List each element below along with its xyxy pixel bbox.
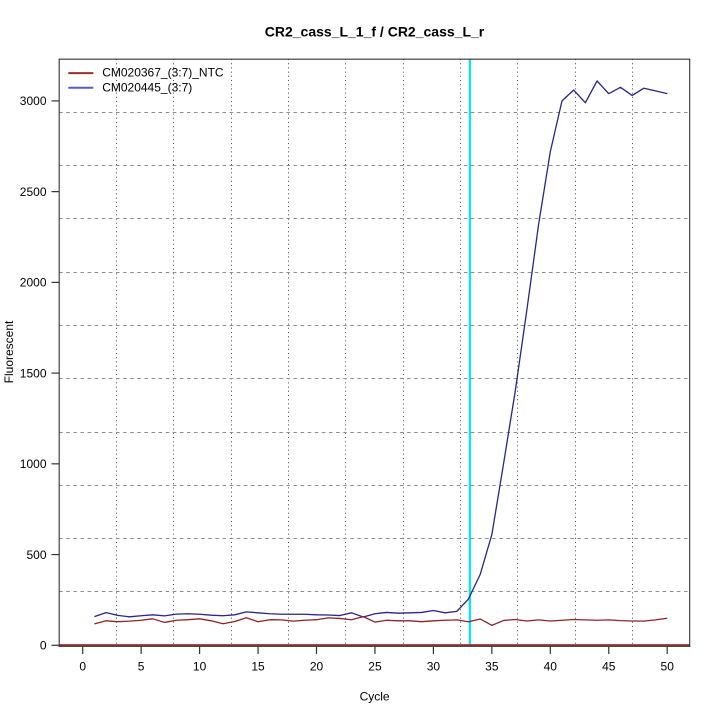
- svg-text:5: 5: [138, 660, 145, 674]
- svg-text:45: 45: [602, 660, 616, 674]
- svg-text:Cycle: Cycle: [360, 690, 390, 704]
- svg-text:0: 0: [40, 639, 47, 653]
- svg-text:1000: 1000: [20, 457, 47, 471]
- svg-text:30: 30: [427, 660, 441, 674]
- svg-text:2000: 2000: [20, 276, 47, 290]
- svg-text:15: 15: [251, 660, 265, 674]
- svg-text:10: 10: [193, 660, 207, 674]
- svg-text:0: 0: [79, 660, 86, 674]
- svg-text:500: 500: [26, 548, 46, 562]
- svg-text:35: 35: [485, 660, 499, 674]
- svg-text:CM020445_(3:7): CM020445_(3:7): [102, 80, 192, 94]
- svg-text:3000: 3000: [20, 94, 47, 108]
- svg-text:25: 25: [368, 660, 382, 674]
- svg-text:1500: 1500: [20, 366, 47, 380]
- svg-text:40: 40: [544, 660, 558, 674]
- svg-text:Fluorescent: Fluorescent: [2, 320, 16, 383]
- svg-text:2500: 2500: [20, 185, 47, 199]
- svg-text:20: 20: [310, 660, 324, 674]
- svg-text:CM020367_(3:7)_NTC: CM020367_(3:7)_NTC: [102, 66, 224, 80]
- svg-text:50: 50: [661, 660, 675, 674]
- svg-text:CR2_cass_L_1_f / CR2_cass_L_r: CR2_cass_L_1_f / CR2_cass_L_r: [265, 23, 485, 39]
